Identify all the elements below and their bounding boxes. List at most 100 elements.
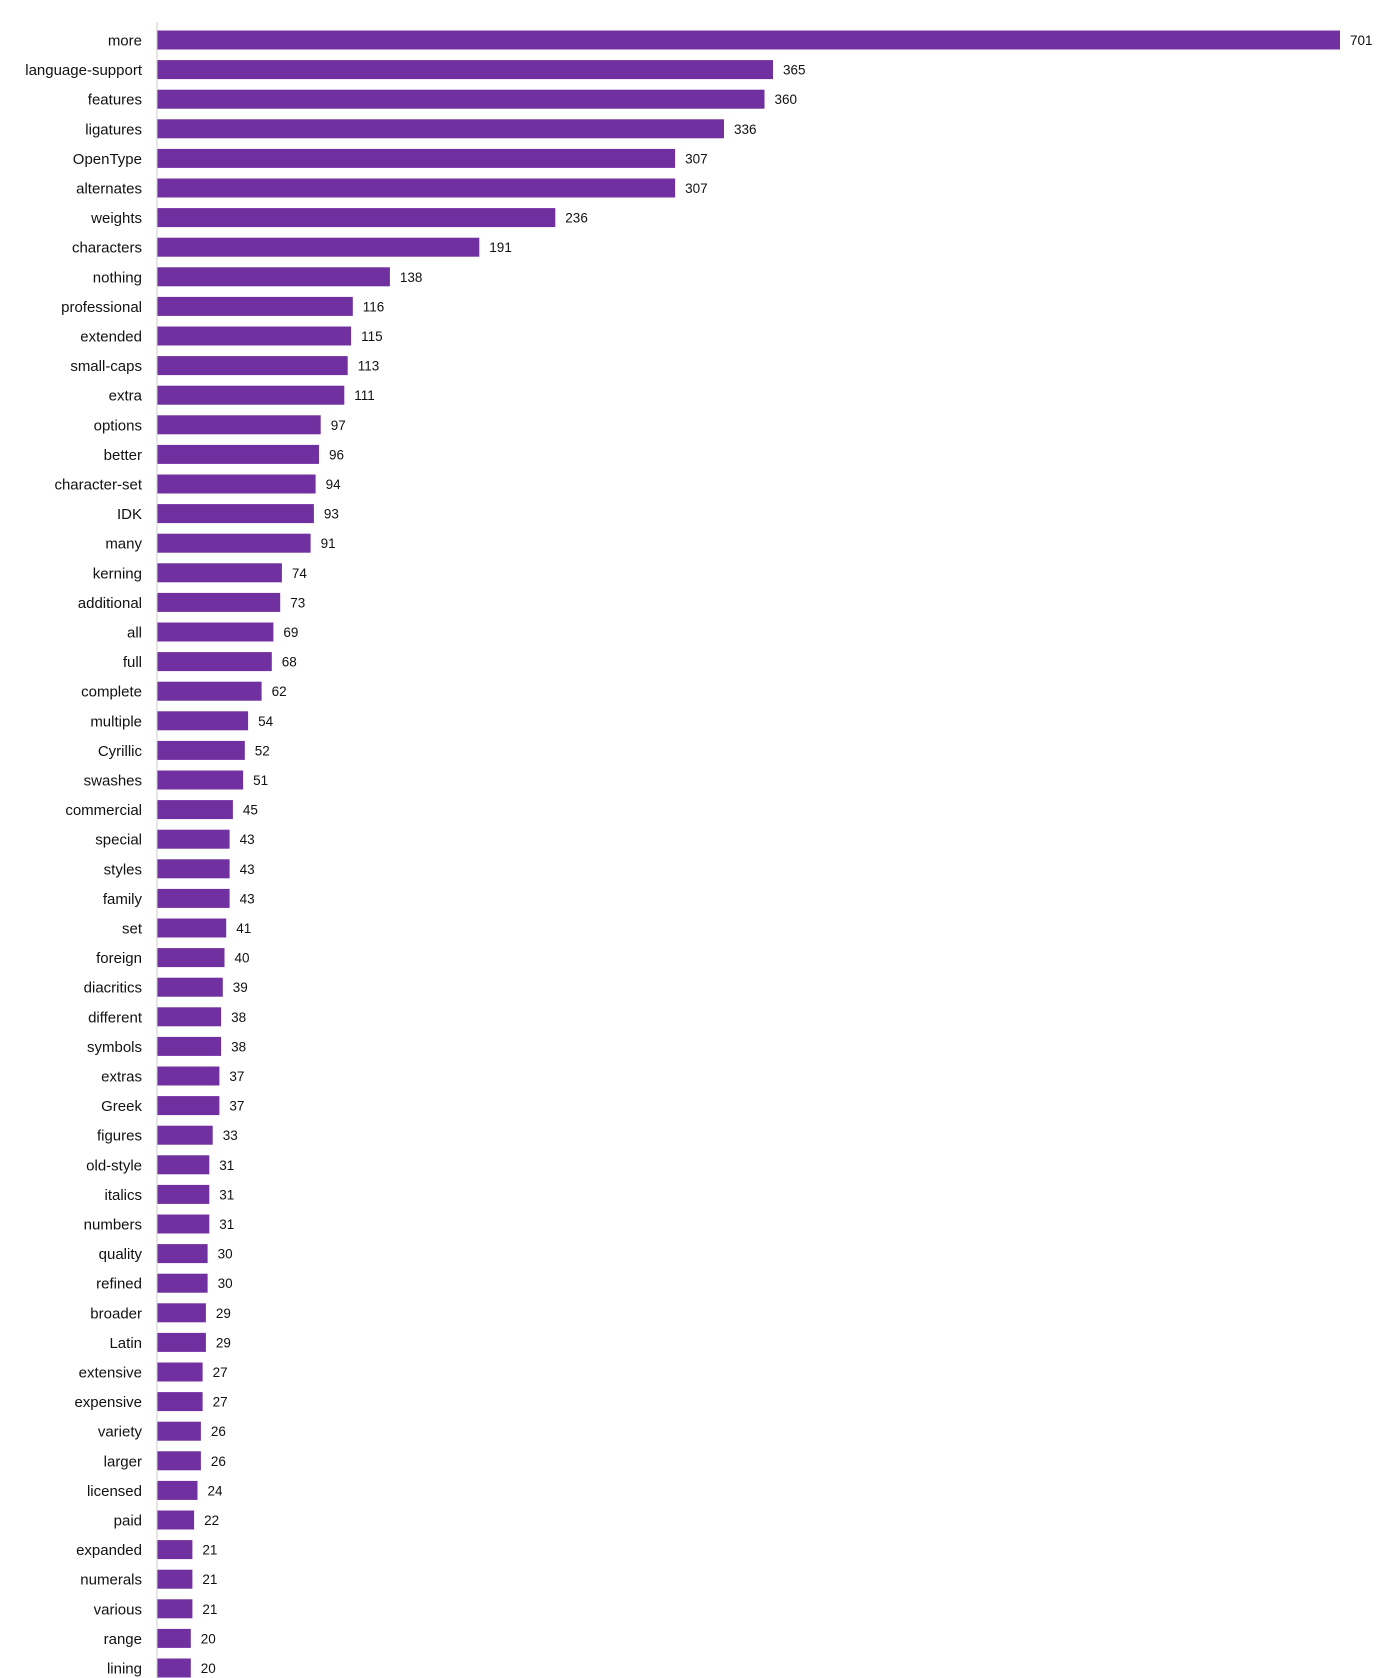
- value-label-expanded: 21: [202, 1543, 217, 1558]
- bar-full: [157, 652, 272, 672]
- value-label-expensive: 27: [213, 1395, 228, 1410]
- value-label-numerals: 21: [202, 1572, 217, 1587]
- value-label-language-support: 365: [783, 63, 806, 78]
- value-label-better: 96: [329, 447, 344, 462]
- bar-multiple: [157, 711, 249, 731]
- category-label-kerning: kerning: [93, 565, 142, 582]
- value-label-all: 69: [283, 625, 298, 640]
- bar-latin: [157, 1332, 206, 1352]
- category-label-features: features: [88, 92, 142, 109]
- category-label-figures: figures: [97, 1128, 142, 1145]
- bar-alternates: [157, 178, 676, 198]
- value-label-weights: 236: [565, 211, 588, 226]
- value-label-diacritics: 39: [233, 980, 248, 995]
- category-label-latin: Latin: [109, 1335, 142, 1352]
- bar-more: [157, 30, 1340, 50]
- category-label-diacritics: diacritics: [84, 980, 142, 997]
- category-label-lining: lining: [107, 1661, 142, 1678]
- bar-licensed: [157, 1480, 198, 1500]
- category-label-ligatures: ligatures: [85, 121, 142, 138]
- category-label-better: better: [104, 447, 142, 464]
- bar-better: [157, 444, 319, 464]
- category-label-options: options: [94, 417, 142, 434]
- category-label-more: more: [108, 33, 142, 50]
- category-label-extra: extra: [109, 388, 143, 405]
- category-label-licensed: licensed: [87, 1483, 142, 1500]
- value-label-licensed: 24: [208, 1483, 224, 1498]
- value-label-small-caps: 113: [358, 359, 380, 374]
- category-label-variety: variety: [98, 1424, 143, 1441]
- bar-many: [157, 533, 311, 553]
- category-label-numerals: numerals: [80, 1572, 142, 1589]
- category-label-set: set: [122, 921, 143, 938]
- value-label-old-style: 31: [219, 1158, 234, 1173]
- bar-swashes: [157, 770, 244, 790]
- bar-expanded: [157, 1540, 193, 1560]
- value-label-additional: 73: [290, 595, 305, 610]
- value-label-options: 97: [331, 418, 346, 433]
- bar-additional: [157, 592, 281, 612]
- bar-extended: [157, 326, 352, 346]
- category-label-styles: styles: [104, 861, 142, 878]
- value-label-latin: 29: [216, 1335, 231, 1350]
- category-label-extras: extras: [101, 1069, 142, 1086]
- bars-layer: [157, 30, 1340, 1678]
- bar-all: [157, 622, 274, 642]
- value-label-symbols: 38: [231, 1039, 246, 1054]
- value-label-cyrillic: 52: [255, 743, 270, 758]
- bar-symbols: [157, 1036, 222, 1056]
- value-label-italics: 31: [219, 1187, 234, 1202]
- bar-nothing: [157, 267, 390, 287]
- category-label-expensive: expensive: [74, 1394, 142, 1411]
- value-label-set: 41: [236, 921, 251, 936]
- bar-larger: [157, 1451, 201, 1471]
- category-label-commercial: commercial: [65, 802, 142, 819]
- category-label-greek: Greek: [101, 1098, 142, 1115]
- bar-character-set: [157, 474, 316, 494]
- category-label-numbers: numbers: [84, 1217, 142, 1234]
- bar-special: [157, 829, 230, 849]
- category-label-various: various: [94, 1601, 142, 1618]
- value-label-variety: 26: [211, 1424, 226, 1439]
- value-label-commercial: 45: [243, 803, 258, 818]
- bar-professional: [157, 296, 353, 316]
- bar-italics: [157, 1184, 210, 1204]
- value-label-complete: 62: [272, 684, 287, 699]
- bar-figures: [157, 1125, 213, 1145]
- bar-small-caps: [157, 356, 348, 376]
- category-label-refined: refined: [96, 1276, 142, 1293]
- category-label-character-set: character-set: [54, 477, 142, 494]
- category-label-broader: broader: [90, 1305, 142, 1322]
- value-label-different: 38: [231, 1010, 246, 1025]
- category-label-weights: weights: [90, 210, 142, 227]
- bar-extras: [157, 1066, 220, 1086]
- category-label-quality: quality: [99, 1246, 143, 1263]
- bar-kerning: [157, 563, 282, 583]
- bar-idk: [157, 504, 314, 524]
- value-label-various: 21: [202, 1602, 217, 1617]
- value-label-kerning: 74: [292, 566, 308, 581]
- value-label-extras: 37: [229, 1069, 244, 1084]
- bar-quality: [157, 1244, 208, 1264]
- category-label-multiple: multiple: [90, 713, 142, 730]
- category-label-alternates: alternates: [76, 181, 142, 198]
- bar-extra: [157, 385, 345, 405]
- category-label-swashes: swashes: [84, 773, 142, 790]
- bar-broader: [157, 1303, 206, 1323]
- value-label-numbers: 31: [219, 1217, 234, 1232]
- category-label-additional: additional: [78, 595, 142, 612]
- bar-diacritics: [157, 977, 223, 997]
- value-label-extra: 111: [354, 388, 375, 403]
- category-label-full: full: [123, 654, 142, 671]
- value-label-professional: 116: [363, 299, 385, 314]
- bar-weights: [157, 208, 556, 228]
- category-label-foreign: foreign: [96, 950, 142, 967]
- value-label-lining: 20: [201, 1661, 216, 1676]
- bar-numbers: [157, 1214, 210, 1234]
- bar-opentype: [157, 148, 676, 168]
- value-label-full: 68: [282, 655, 297, 670]
- value-label-range: 20: [201, 1631, 216, 1646]
- category-label-professional: professional: [61, 299, 142, 316]
- value-label-larger: 26: [211, 1454, 226, 1469]
